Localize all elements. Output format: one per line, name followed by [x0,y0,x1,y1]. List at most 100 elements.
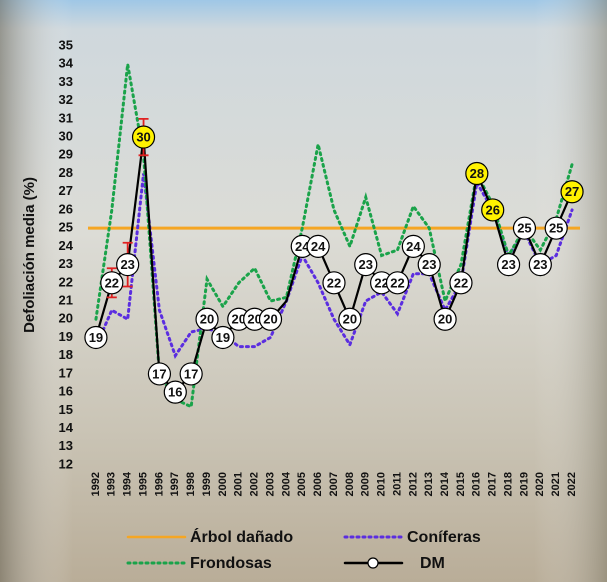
data-label: 24 [295,239,310,254]
data-label: 22 [327,275,341,290]
y-tick-label: 13 [59,438,73,453]
data-marker [100,271,124,295]
x-tick-label: 1996 [153,472,165,496]
y-tick-label: 25 [59,220,73,235]
x-tick-label: 2001 [233,472,245,496]
data-marker [528,253,552,277]
data-marker [544,216,568,240]
data-label: 17 [152,366,166,381]
y-tick-label: 12 [59,456,73,471]
x-tick-label: 2014 [439,471,451,496]
y-tick-label: 29 [59,147,73,162]
y-tick-label: 33 [59,74,73,89]
data-marker [338,307,362,331]
legend-label: Árbol dañado [190,527,293,546]
data-label: 23 [501,257,515,272]
x-tick-label: 1999 [201,472,213,496]
y-tick-label: 30 [59,129,73,144]
y-tick-label: 18 [59,347,73,362]
x-tick-label: 2018 [502,472,514,496]
data-label: 22 [105,275,119,290]
y-tick-label: 21 [59,292,73,307]
y-tick-label: 24 [59,238,74,253]
data-label: 27 [565,184,579,199]
x-tick-label: 1997 [169,472,181,496]
data-label: 24 [311,239,326,254]
y-tick-label: 17 [59,365,73,380]
data-label: 26 [485,202,499,217]
data-marker [481,198,505,222]
y-tick-label: 31 [59,110,73,125]
data-label: 23 [359,257,373,272]
data-label: 23 [533,257,547,272]
data-marker [512,216,537,240]
y-tick-label: 15 [59,402,73,417]
data-marker [354,253,378,277]
data-marker [401,234,425,258]
data-marker [258,307,283,331]
data-marker [211,325,235,350]
data-label: 20 [263,312,277,327]
x-tick-label: 1998 [185,472,197,496]
x-tick-label: 1993 [106,472,118,496]
data-label: 16 [168,385,182,400]
x-tick-label: 2020 [534,472,546,496]
data-marker [147,362,172,386]
data-label: 19 [89,330,103,345]
y-tick-label: 35 [59,37,73,52]
data-label: 20 [200,312,214,327]
y-axis-label: Defoliación media (%) [21,177,38,333]
y-tick-label: 19 [59,329,73,344]
data-label: 20 [438,312,452,327]
data-label: 25 [549,221,563,236]
x-tick-label: 2011 [391,472,403,496]
data-marker [449,271,473,295]
data-marker [385,271,410,295]
x-tick-label: 2013 [423,472,435,496]
data-marker [417,253,441,277]
x-tick-label: 1995 [137,472,149,496]
legend-label: DM [420,555,445,572]
x-tick-label: 2003 [264,472,276,496]
data-label: 24 [406,239,421,254]
data-marker [433,307,457,331]
x-tick-label: 2022 [566,472,578,496]
data-label: 22 [390,275,404,290]
x-tick-label: 2019 [518,472,530,496]
y-tick-label: 28 [59,165,73,180]
data-marker [322,271,346,295]
data-marker [306,234,330,258]
data-label: 19 [216,330,230,345]
x-tick-label: 2000 [217,472,229,496]
x-tick-label: 2021 [550,472,562,496]
y-tick-label: 22 [59,274,73,289]
data-label: 23 [120,257,134,272]
data-marker [163,380,187,404]
y-tick-label: 20 [59,311,73,326]
legend-marker [367,557,379,569]
x-tick-label: 2016 [471,472,483,496]
y-tick-label: 23 [59,256,73,271]
data-label: 22 [374,275,388,290]
data-marker [195,307,219,331]
data-marker [84,325,108,350]
data-marker [179,362,203,386]
data-label: 17 [184,366,198,381]
x-tick-label: 2008 [344,472,356,496]
data-marker [465,161,489,186]
x-tick-label: 1992 [90,472,102,496]
x-tick-label: 2015 [455,472,467,496]
x-tick-label: 2007 [328,472,340,496]
x-tick-label: 2010 [376,472,388,496]
x-tick-label: 1994 [122,471,134,496]
y-tick-label: 34 [59,56,74,71]
data-label: 28 [470,166,484,181]
data-marker [496,253,521,277]
data-label: 30 [136,130,150,145]
x-tick-label: 2005 [296,472,308,496]
x-tick-label: 2004 [280,471,292,496]
data-marker [560,180,584,204]
data-label: 25 [517,221,531,236]
